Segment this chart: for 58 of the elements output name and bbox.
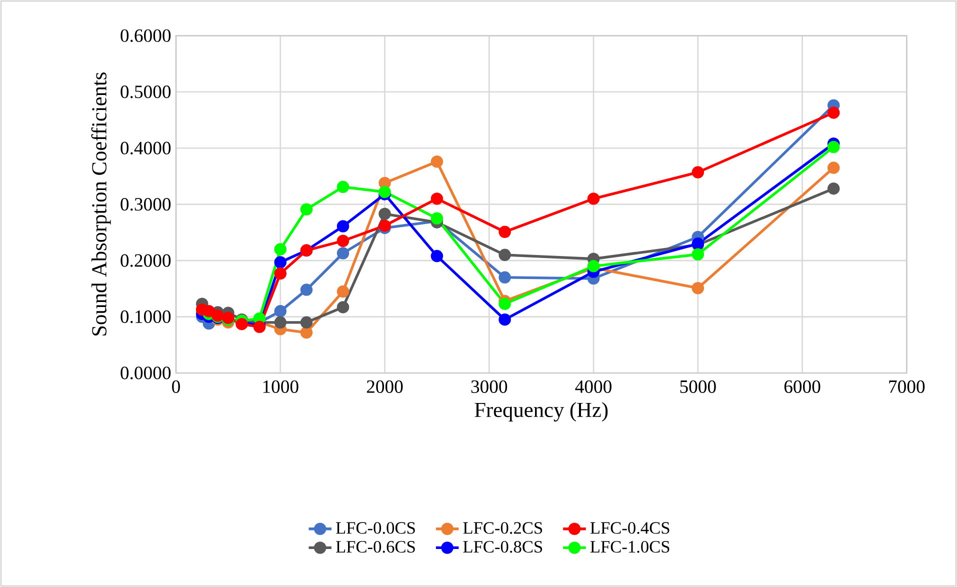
point [430, 212, 444, 225]
point [827, 162, 840, 174]
point [300, 316, 313, 329]
legend-label: LFC-0.0CS [336, 522, 415, 534]
y-tick-label: 0.4000 [120, 142, 171, 154]
point [336, 220, 350, 232]
point [336, 301, 350, 314]
point [692, 282, 704, 294]
point [827, 182, 840, 195]
x-axis-title: Frequency (Hz) [474, 402, 608, 422]
point [336, 247, 350, 260]
x-tick-label: 0 [172, 380, 180, 393]
point [430, 155, 444, 168]
legend-label: LFC-0.8CS [463, 540, 542, 553]
legend-label: LFC-0.2CS [463, 522, 542, 534]
point [692, 166, 704, 178]
legend-label: LFC-1.0CS [590, 540, 670, 553]
point [378, 220, 391, 232]
point [430, 192, 444, 205]
point [498, 226, 511, 238]
legend-label: LFC-0.6CS [336, 540, 415, 553]
y-tick-label: 0.0000 [120, 366, 171, 380]
y-tick-label: 0.5000 [120, 86, 171, 98]
point [274, 243, 287, 256]
point [498, 271, 511, 284]
point [274, 256, 287, 268]
point [827, 140, 840, 154]
x-tick-label: 6000 [784, 380, 820, 393]
point [336, 234, 350, 248]
x-tick-label: 2000 [366, 380, 403, 393]
x-tick-label: 7000 [889, 380, 925, 393]
point [827, 106, 840, 119]
y-tick-label: 0.6000 [120, 29, 171, 42]
point [498, 248, 511, 262]
x-tick-label: 1000 [263, 380, 298, 393]
y-axis-title: Sound Absorption Coefficients [91, 72, 111, 336]
point [336, 180, 350, 194]
point [336, 285, 350, 298]
y-tick-label: 0.2000 [120, 254, 171, 267]
point [300, 203, 313, 216]
x-tick-label: 5000 [680, 380, 716, 393]
y-tick-label: 0.1000 [120, 310, 171, 324]
point [692, 248, 704, 261]
point [430, 250, 444, 262]
point [300, 284, 313, 296]
point [498, 313, 511, 326]
point [274, 316, 287, 329]
point [378, 186, 391, 198]
point [274, 305, 287, 318]
legend-label: LFC-0.4CS [590, 522, 670, 534]
y-tick-label: 0.3000 [120, 198, 171, 211]
point [378, 208, 391, 220]
x-tick-label: 3000 [471, 380, 508, 393]
point [587, 192, 600, 205]
point [300, 326, 313, 339]
point [274, 267, 287, 280]
point [498, 298, 511, 310]
x-tick-label: 4000 [575, 380, 612, 393]
